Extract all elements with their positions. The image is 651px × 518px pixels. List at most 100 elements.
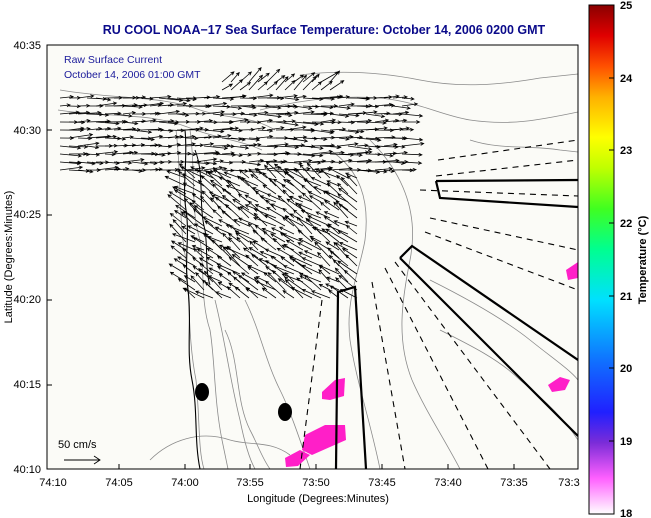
current-vector	[185, 126, 204, 131]
current-vector	[374, 118, 390, 123]
current-vector	[318, 283, 331, 291]
current-vector	[230, 145, 250, 150]
current-vector	[401, 96, 415, 101]
current-vector	[338, 203, 358, 219]
current-vector	[221, 188, 241, 203]
current-vector	[323, 211, 340, 219]
y-tick-label: 40:35	[13, 40, 41, 52]
current-vector	[194, 290, 214, 299]
current-vector	[237, 206, 250, 219]
current-vector	[182, 182, 205, 195]
current-vector	[286, 198, 304, 211]
current-vector	[204, 220, 223, 235]
current-vector	[239, 113, 258, 117]
current-vector	[191, 193, 205, 203]
colorbar-tick-label: 24	[620, 73, 633, 85]
current-vector	[177, 242, 196, 251]
current-vector	[282, 189, 295, 203]
shipping-channel-outlines	[334, 178, 578, 469]
x-tick-label: 73:45	[368, 477, 396, 489]
current-vector	[278, 226, 295, 235]
current-vector	[235, 232, 250, 243]
current-vector	[248, 126, 267, 131]
current-vector	[170, 245, 187, 259]
current-vector	[248, 247, 268, 259]
current-vector	[177, 256, 196, 267]
y-tick-label: 40:15	[13, 379, 41, 391]
current-vector	[182, 210, 205, 227]
current-vector	[230, 118, 249, 123]
current-vector	[131, 119, 147, 124]
current-vector	[356, 150, 373, 155]
current-vector	[293, 105, 313, 110]
current-vector	[329, 95, 342, 100]
current-vector	[299, 163, 313, 179]
current-vector	[289, 213, 313, 227]
current-vector	[326, 180, 340, 187]
current-vector	[264, 164, 277, 179]
current-vector	[230, 128, 243, 133]
current-vector	[176, 142, 197, 147]
current-vector	[95, 101, 118, 107]
current-vector	[182, 173, 205, 187]
current-vector	[347, 129, 365, 134]
current-vector	[168, 263, 187, 275]
current-vector	[301, 264, 322, 275]
current-vector	[265, 161, 286, 179]
current-vector	[221, 126, 240, 131]
current-vector	[275, 113, 293, 118]
current-vector	[169, 212, 187, 227]
current-vector	[293, 94, 307, 99]
current-vector	[401, 113, 424, 118]
current-vector	[95, 165, 120, 171]
current-vector	[311, 81, 323, 91]
current-vector	[267, 271, 286, 291]
x-tick-label: 73:50	[302, 477, 330, 489]
current-vector	[345, 254, 358, 267]
current-vector	[248, 136, 261, 141]
current-vector	[301, 257, 322, 267]
current-vector	[266, 193, 286, 203]
current-vector	[239, 152, 252, 157]
current-vector	[266, 68, 281, 83]
current-vector	[192, 237, 214, 251]
current-vector	[248, 110, 269, 115]
current-vector	[238, 169, 250, 179]
current-vector	[338, 158, 353, 163]
current-vector	[261, 227, 277, 235]
current-vector	[194, 142, 215, 147]
current-vector	[302, 75, 317, 91]
current-vector	[149, 160, 165, 165]
current-vector	[401, 137, 424, 142]
sst-patch	[285, 450, 310, 467]
current-vector	[178, 170, 196, 187]
current-vector	[183, 275, 196, 283]
current-vector	[191, 199, 205, 211]
current-vector	[199, 195, 214, 211]
current-vector	[212, 183, 223, 195]
current-vector	[131, 129, 153, 134]
x-axis: 74:10 74:05 74:00 73:55 73:50 73:45 73:4…	[39, 464, 580, 489]
current-vector	[224, 203, 241, 219]
scale-label: 50 cm/s	[58, 439, 97, 451]
x-tick-label: 73:35	[500, 477, 528, 489]
current-vector	[234, 286, 250, 299]
current-vector	[176, 151, 192, 156]
current-vector	[95, 134, 118, 139]
current-vector	[228, 256, 250, 275]
current-vector	[321, 104, 339, 108]
current-vector	[284, 119, 296, 124]
current-vector	[257, 72, 270, 83]
current-vector	[392, 118, 408, 123]
current-vector	[122, 135, 135, 140]
current-vector	[221, 160, 234, 165]
current-vector	[167, 97, 191, 103]
current-vector	[216, 255, 232, 267]
current-vector	[238, 274, 259, 291]
current-vector	[337, 230, 358, 243]
current-vector	[257, 105, 282, 110]
current-vector	[365, 121, 387, 125]
x-tick-label: 74:00	[171, 477, 199, 489]
current-vector	[199, 262, 214, 275]
current-vector	[194, 127, 209, 132]
